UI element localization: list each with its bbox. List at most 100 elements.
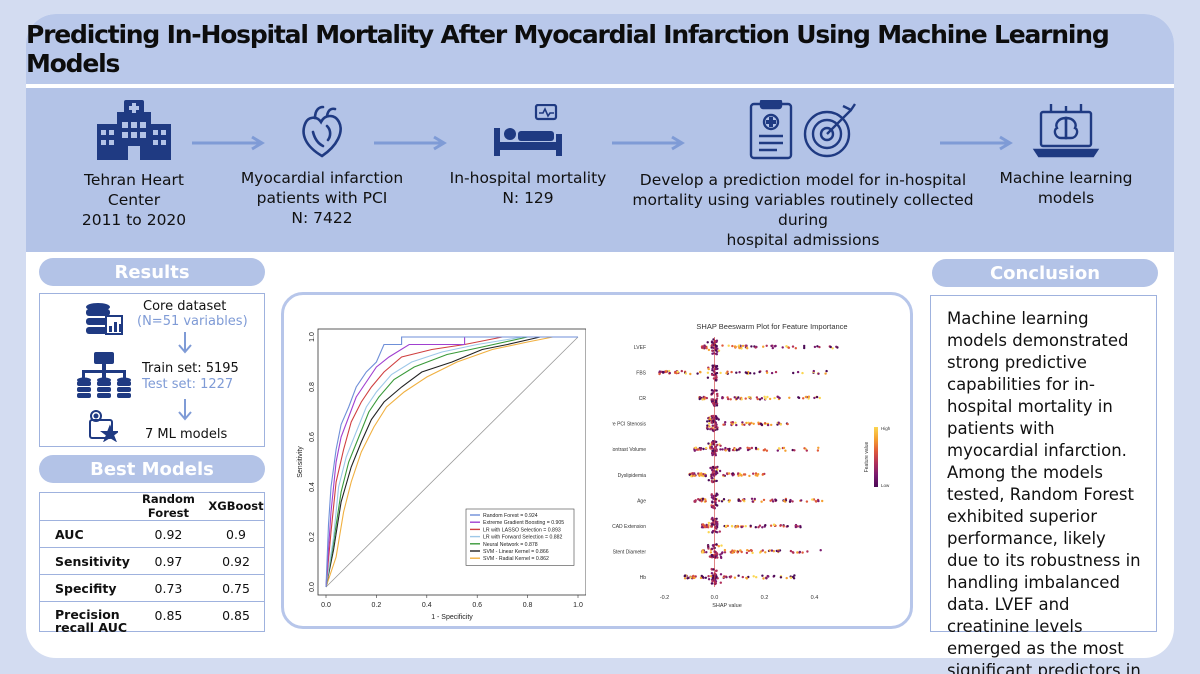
conclusion-panel: Machine learning models demonstrated str… (930, 295, 1157, 674)
shap-point (708, 419, 711, 423)
shap-point (783, 499, 786, 503)
gear-box-icon (89, 410, 118, 442)
shap-point (668, 371, 671, 375)
x-tick-label: 1.0 (573, 602, 583, 609)
shap-point (694, 446, 697, 450)
shap-point (715, 449, 718, 453)
shap-point (800, 499, 803, 502)
legend-label: SVM - Linear Kernel = 0.866 (483, 549, 549, 555)
table-header-cell: XGBoost (207, 492, 265, 521)
shap-point (706, 420, 709, 423)
shap-point (815, 395, 819, 399)
shap-point (796, 525, 799, 528)
shap-point (738, 346, 741, 350)
shap-point (711, 367, 714, 371)
core-dataset-sub: (N=51 variables) (137, 314, 248, 329)
shap-point (737, 344, 741, 347)
shap-point (715, 543, 718, 546)
x-tick-label: 0.8 (523, 602, 533, 609)
shap-point (699, 447, 703, 450)
shap-point (715, 367, 718, 371)
shap-point (733, 396, 736, 399)
shap-point (774, 370, 778, 374)
shap-point (717, 499, 721, 502)
shap-point (719, 553, 722, 556)
feature-label: Age (637, 498, 646, 504)
shap-point (741, 575, 744, 579)
shap-point (745, 372, 749, 375)
shap-point (746, 549, 749, 552)
shap-point (711, 516, 714, 520)
shap-point (711, 544, 715, 547)
step-line: models (1037, 189, 1095, 207)
legend-label: Extreme Gradient Boosting = 0.905 (483, 520, 564, 526)
shap-point (813, 345, 817, 349)
results-heading: Results (39, 258, 265, 286)
shap-point (785, 576, 788, 580)
shap-point (710, 392, 714, 395)
shap-point (831, 347, 834, 350)
x-tick-label: 0.6 (472, 602, 482, 609)
shap-point (794, 347, 797, 350)
shap-point (789, 576, 793, 579)
shap-point (764, 397, 767, 400)
shap-point (739, 447, 742, 450)
step-line: N: 7422 (291, 209, 353, 227)
shap-point (712, 521, 715, 524)
flow-arrow-icon (374, 135, 447, 151)
shap-point (704, 498, 707, 501)
shap-point (693, 576, 696, 580)
shap-point (768, 397, 772, 401)
shap-point (753, 497, 756, 501)
legend-low-label: Low (881, 483, 890, 488)
shap-point (717, 545, 720, 548)
shap-point (836, 346, 839, 349)
conclusion-heading-text: Conclusion (989, 262, 1101, 284)
shap-point (801, 371, 804, 375)
shap-point (683, 577, 687, 580)
shap-point (710, 525, 714, 528)
roc-chart: 0.0 0.0 0.2 0.2 0.4 0.4 0.6 0.6 0.8 0.8 1.0 1.0 1 - … (297, 328, 586, 621)
shap-point (734, 421, 737, 424)
shap-point (715, 521, 718, 524)
shap-point (782, 446, 786, 450)
shap-point (781, 346, 784, 349)
shap-point (751, 500, 754, 503)
shap-point (718, 530, 721, 533)
shap-point (705, 523, 708, 527)
table-row: AUC 0.92 0.9 (39, 520, 265, 548)
feature-label: Contrast Volume (612, 447, 646, 453)
plot-border (317, 328, 586, 596)
shap-point (712, 497, 715, 500)
shap-point (742, 473, 746, 476)
shap-point (690, 475, 693, 478)
roc-series-line (325, 336, 578, 588)
shap-point (766, 395, 769, 399)
shap-point (711, 424, 714, 427)
shap-point (741, 344, 745, 348)
shap-point (767, 575, 770, 578)
metric-label: Specifity (39, 574, 130, 602)
shap-point (709, 466, 712, 470)
table-header-cell: Random Forest (129, 492, 207, 521)
x-axis-label: SHAP value (712, 603, 742, 609)
diagonal-reference-line (325, 336, 579, 588)
shap-point (791, 500, 794, 503)
shap-point (715, 470, 718, 473)
shap-point (758, 398, 762, 401)
shap-point (770, 549, 774, 552)
shap-point (708, 555, 712, 558)
shap-point (721, 551, 724, 554)
chart-title: SHAP Beeswarm Plot for Feature Importanc… (696, 322, 847, 331)
shap-point (779, 576, 783, 579)
shap-point (715, 492, 718, 495)
shap-point (798, 550, 802, 554)
shap-point (710, 341, 714, 344)
shap-point (715, 575, 718, 578)
shap-point (793, 449, 796, 452)
step-line: patients with PCI (256, 189, 388, 207)
shap-point (715, 466, 718, 469)
shap-point (701, 497, 704, 500)
step-line: mortality using variables routinely coll… (632, 191, 974, 229)
clipboard-target-icon (749, 100, 856, 160)
